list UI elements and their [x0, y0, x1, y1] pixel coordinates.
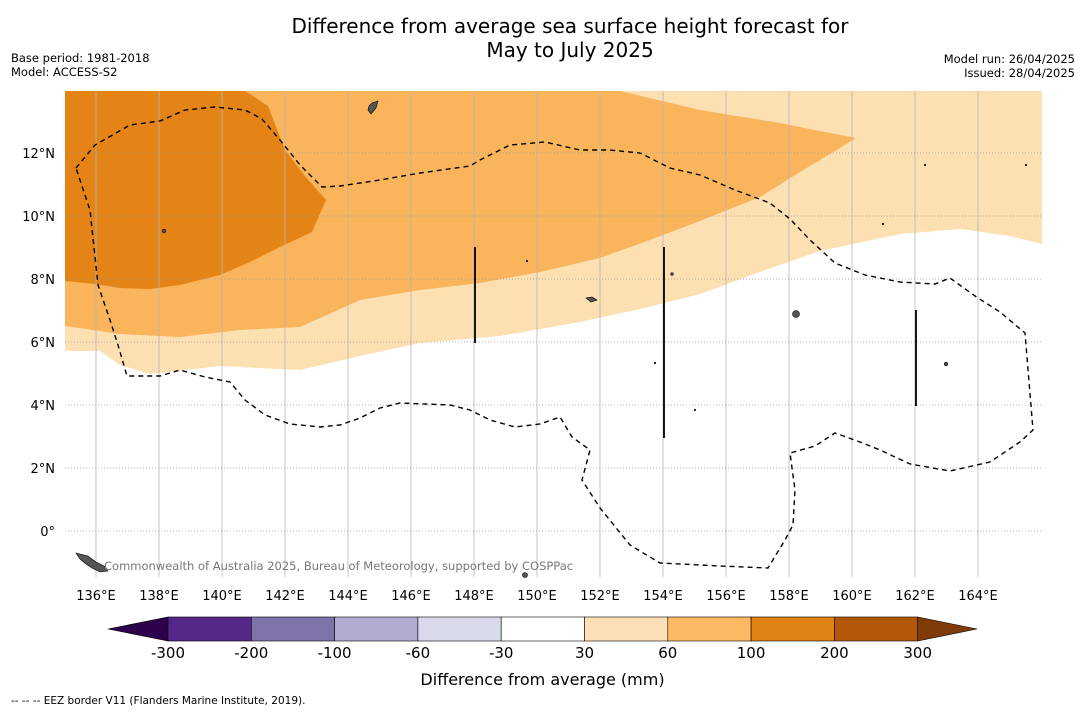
- lon-tick-labels: 136°E 138°E 140°E 142°E 144°E 146°E 148°E 150°E…: [76, 589, 998, 604]
- lon-tick-label: 156°E: [706, 589, 746, 604]
- islands: [75, 100, 1028, 578]
- lat-gridlines: [65, 152, 1042, 532]
- colorbar-segment: [167, 616, 252, 642]
- colorbar-segment: [417, 616, 502, 642]
- lon-tick-label: 136°E: [76, 589, 116, 604]
- lon-tick-label: 164°E: [958, 589, 998, 604]
- lon-tick-label: 140°E: [202, 589, 242, 604]
- colorbar-tick-label: -30: [489, 644, 514, 662]
- lat-tick-label: 4°N: [31, 399, 56, 414]
- colorbar-segment: [334, 616, 419, 642]
- island: [525, 259, 529, 263]
- band-100-200: [65, 91, 326, 289]
- island: [1024, 163, 1028, 167]
- lon-tick-label: 150°E: [517, 589, 557, 604]
- island: [923, 163, 927, 167]
- island: [792, 310, 800, 318]
- colorbar: -300 -200 -100 -60 -30 30 60 100 200 300: [107, 616, 978, 662]
- chart-title: Difference from average sea surface heig…: [270, 14, 870, 62]
- lon-tick-label: 154°E: [643, 589, 683, 604]
- colorbar-tick-label: -200: [234, 644, 268, 662]
- colorbar-tick-label: -60: [406, 644, 431, 662]
- lat-tick-labels: 12°N 10°N 8°N 6°N 4°N 2°N 0°: [22, 147, 55, 540]
- lat-tick-label: 12°N: [22, 147, 55, 162]
- title-line-2: May to July 2025: [486, 38, 654, 62]
- eez-borders: [75, 106, 1034, 569]
- lon-tick-label: 162°E: [895, 589, 935, 604]
- colorbar-tick-label: 100: [737, 644, 766, 662]
- lon-tick-label: 148°E: [454, 589, 494, 604]
- lat-tick-label: 10°N: [22, 210, 55, 225]
- island: [585, 296, 598, 303]
- island: [653, 361, 657, 365]
- colorbar-tick-label: -300: [151, 644, 185, 662]
- colorbar-segment: [834, 616, 919, 642]
- lat-tick-label: 2°N: [31, 462, 56, 477]
- island: [367, 100, 379, 115]
- lat-tick-label: 0°: [40, 525, 55, 540]
- colorbar-extend-min: [107, 616, 169, 642]
- lon-tick-label: 158°E: [769, 589, 809, 604]
- island: [693, 408, 697, 412]
- colorbar-tick-label: 300: [903, 644, 932, 662]
- island: [670, 272, 674, 276]
- meta-right: Model run: 26/04/2025 Issued: 28/04/2025: [944, 52, 1075, 80]
- lon-tick-label: 138°E: [139, 589, 179, 604]
- title-line-1: Difference from average sea surface heig…: [291, 14, 849, 38]
- island: [881, 222, 885, 226]
- island: [75, 552, 109, 573]
- model-run: Model run: 26/04/2025: [943, 52, 1075, 66]
- island: [161, 228, 167, 234]
- colorbar-segment: [251, 616, 335, 642]
- lat-tick-label: 6°N: [31, 336, 56, 351]
- colorbar-tick-label: 30: [575, 644, 594, 662]
- colorbar-tick-label: 200: [820, 644, 849, 662]
- lon-gridlines: [95, 91, 979, 577]
- lon-tick-label: 146°E: [391, 589, 431, 604]
- colorbar-tick-label: -100: [318, 644, 352, 662]
- island: [943, 361, 949, 367]
- model-name: Model: ACCESS-S2: [11, 65, 118, 79]
- base-period: Base period: 1981-2018: [11, 51, 150, 65]
- copyright-note: Commonwealth of Australia 2025, Bureau o…: [104, 559, 573, 573]
- lon-tick-label: 144°E: [328, 589, 368, 604]
- colorbar-segment: [584, 616, 669, 642]
- meta-left: Base period: 1981-2018 Model: ACCESS-S2: [11, 51, 150, 79]
- lat-tick-label: 8°N: [31, 273, 56, 288]
- colorbar-tick-label: 60: [658, 644, 677, 662]
- island: [522, 572, 528, 578]
- issued-date: Issued: 28/04/2025: [964, 66, 1075, 80]
- colorbar-segment: [750, 616, 835, 642]
- colorbar-label: Difference from average (mm): [420, 670, 665, 689]
- lon-tick-label: 142°E: [265, 589, 305, 604]
- map-plot-area: Commonwealth of Australia 2025, Bureau o…: [65, 91, 1042, 578]
- lon-tick-label: 160°E: [832, 589, 872, 604]
- colorbar-segment: [667, 616, 752, 642]
- colorbar-segment: [500, 616, 585, 642]
- colorbar-extend-max: [917, 616, 978, 642]
- eez-footnote: -- -- -- EEZ border V11 (Flanders Marine…: [11, 695, 306, 707]
- marker-lines: [474, 247, 917, 438]
- lon-tick-label: 152°E: [580, 589, 620, 604]
